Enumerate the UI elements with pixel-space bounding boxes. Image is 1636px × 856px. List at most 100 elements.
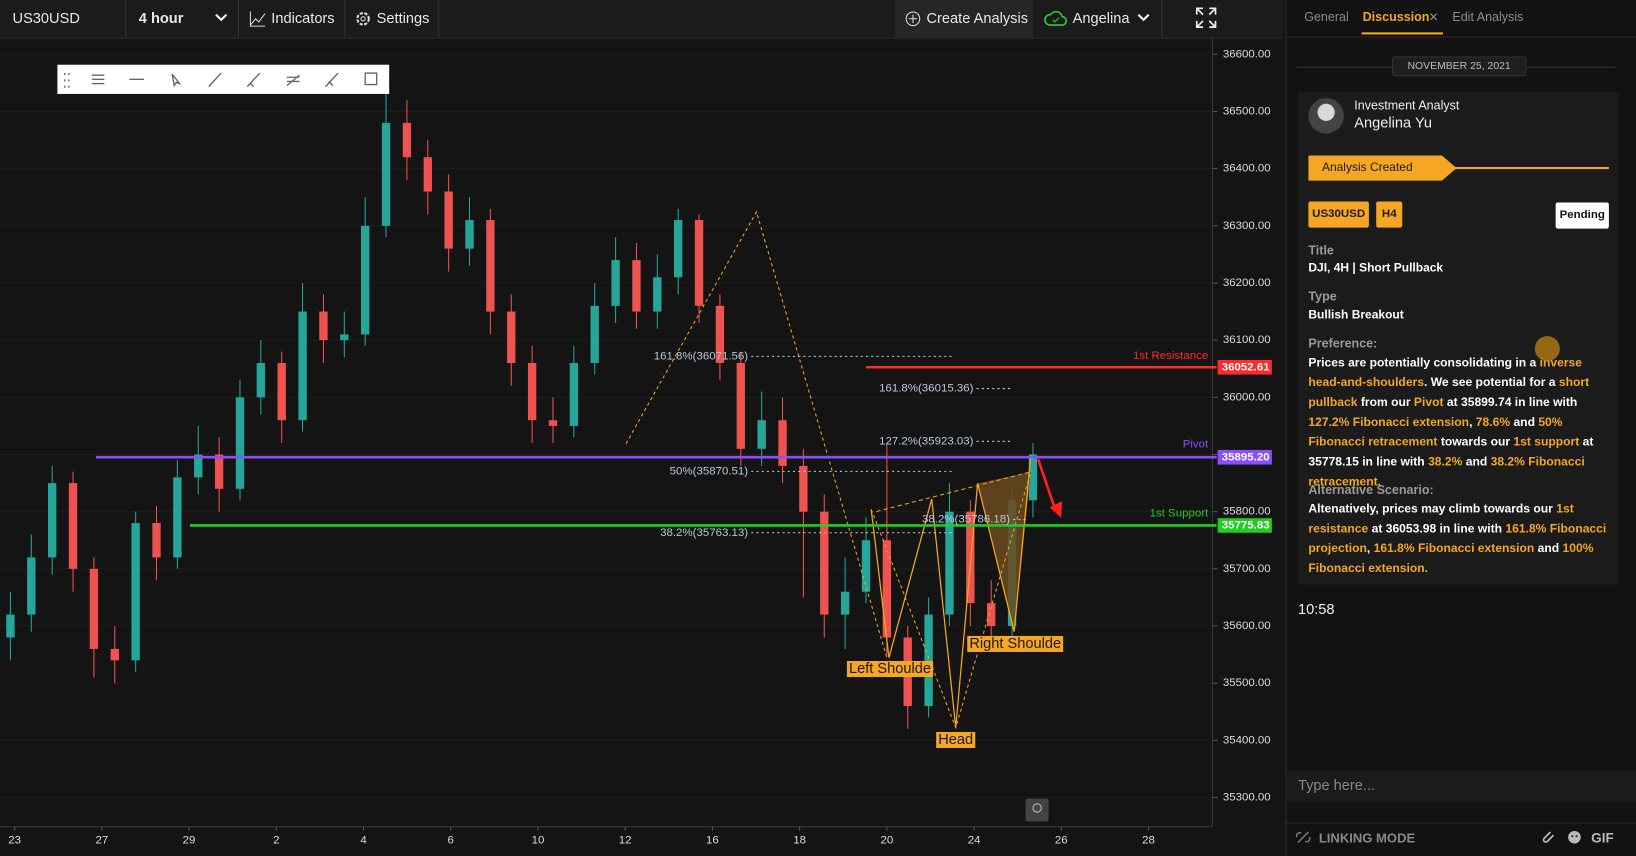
interval[interactable]: 4 hour — [138, 9, 184, 27]
input-placeholder: Type here... — [1297, 776, 1376, 794]
text: and — [1510, 415, 1539, 430]
field-value: Bullish Breakout — [1308, 308, 1404, 322]
highlight-text: 1st resistance — [1308, 502, 1574, 536]
tab[interactable]: General — [1304, 9, 1349, 25]
gif-button[interactable]: GIF — [1591, 829, 1614, 846]
tool-lines[interactable] — [91, 74, 105, 85]
alternative-text: Altenatively, prices may climb towards o… — [1308, 499, 1611, 578]
candle-body — [569, 363, 579, 426]
pattern-label: Right Shoulde — [969, 636, 1061, 652]
indicators-button[interactable]: Indicators — [271, 9, 335, 27]
top-bar: US30USD 4 hour Indicators Settings Creat… — [0, 0, 1284, 39]
candle-body — [987, 603, 996, 627]
settings-button[interactable]: Settings — [376, 9, 430, 27]
highlight-text: 161.8% Fibonacci extension — [1373, 541, 1535, 556]
chevron — [1137, 13, 1150, 22]
arrow-head — [1049, 501, 1063, 518]
pattern-label-bg — [967, 635, 1064, 652]
candle-body — [214, 454, 224, 489]
candle-body — [68, 483, 78, 569]
price-tag-label: 35775.83 — [1222, 520, 1270, 532]
x-tick-label: 29 — [183, 834, 196, 846]
price-tag — [1217, 518, 1272, 533]
idea-button[interactable] — [1025, 798, 1049, 822]
pattern-label: Head — [938, 732, 973, 748]
chart-background — [0, 37, 1284, 856]
neckline-dashed — [876, 471, 1031, 513]
symbol[interactable]: US30USD — [12, 9, 80, 27]
tool-cursor[interactable] — [171, 73, 182, 88]
tool-rect[interactable] — [364, 72, 378, 86]
x-tick-label: 6 — [448, 834, 454, 846]
candle-body — [319, 311, 328, 341]
chevron — [215, 13, 228, 22]
candle-body — [632, 260, 641, 312]
candle-body — [966, 511, 975, 604]
candle-body — [507, 311, 516, 364]
candle-body — [340, 334, 349, 341]
x-tick-label: 12 — [619, 834, 632, 846]
fib-label: 38.2%(35763.13) — [660, 527, 748, 539]
message-input[interactable] — [1286, 770, 1636, 802]
state-badge: Pending — [1555, 202, 1609, 229]
cloud-icon — [1044, 10, 1068, 26]
candle-body — [840, 591, 850, 615]
fib-label: 50%(35870.51) — [670, 465, 749, 477]
highlight-text: 127.2% Fibonacci extension — [1308, 415, 1470, 430]
tool-pattern[interactable] — [325, 72, 339, 88]
tab-active[interactable]: Discussion — [1362, 9, 1430, 25]
status-text: Analysis Created — [1321, 161, 1413, 175]
candle-body — [924, 614, 933, 707]
candle-body — [590, 305, 599, 364]
fullscreen-button[interactable] — [1195, 6, 1218, 29]
price-tag-label: 36052.61 — [1222, 361, 1270, 373]
separator — [1161, 0, 1163, 38]
y-tick-label: 36000.00 — [1223, 391, 1271, 403]
candle-body — [423, 157, 432, 192]
author-name: Angelina Yu — [1354, 113, 1433, 131]
avatar — [1308, 98, 1344, 134]
user-menu[interactable]: Angelina — [1072, 9, 1130, 27]
linking-mode[interactable]: LINKING MODE — [1318, 830, 1416, 846]
tool-fib[interactable] — [286, 74, 300, 87]
drag-handle[interactable] — [64, 73, 70, 88]
highlight-text: 78.6% — [1475, 415, 1511, 430]
create-analysis-button[interactable]: Create Analysis — [926, 9, 1029, 27]
attach-button[interactable] — [1540, 829, 1557, 846]
close-tab[interactable] — [1428, 11, 1438, 21]
x-tick-label: 10 — [532, 834, 545, 846]
drawing-toolbar[interactable] — [57, 64, 390, 94]
tab[interactable]: Edit Analysis — [1452, 9, 1524, 25]
text: from our — [1357, 395, 1414, 410]
highlight-text: 38.2% — [1428, 455, 1463, 469]
level-name: Pivot — [1183, 439, 1209, 451]
tab-underline — [1361, 32, 1443, 35]
chart: 1st Resistance Pivot 1st Support 161.8%(360… — [0, 37, 1284, 856]
fib-label: 161.8%(36071.56) — [654, 350, 749, 362]
candle-body — [89, 568, 99, 649]
emoji-button[interactable] — [1566, 829, 1583, 846]
candle-body — [235, 397, 245, 489]
y-tick-label: 35700.00 — [1223, 563, 1271, 575]
level-name: 1st Support — [1150, 508, 1209, 520]
field-value: DJI, 4H | Short Pullback — [1308, 262, 1444, 275]
message-time: 10:58 — [1297, 600, 1335, 617]
create-analysis-bg — [895, 0, 1033, 38]
candle-body — [256, 363, 266, 398]
tool-ray[interactable] — [246, 72, 261, 88]
text: , — [1469, 415, 1476, 430]
tool-trend[interactable] — [208, 72, 222, 88]
text: at 36053.98 in line with — [1368, 521, 1506, 536]
candle-body — [402, 122, 412, 158]
separator — [344, 0, 346, 38]
x-tick-label: 4 — [360, 834, 367, 846]
y-tick-label: 36200.00 — [1223, 277, 1271, 289]
fib-label: 127.2%(35923.03) — [879, 435, 974, 447]
text: at 35778.15 in line with — [1308, 435, 1594, 469]
candle-body — [381, 122, 391, 226]
highlight-text: 161.8% Fibonacci projection — [1308, 521, 1607, 556]
timeframe-badge: H4 — [1376, 201, 1403, 228]
text: towards our — [1437, 435, 1514, 449]
